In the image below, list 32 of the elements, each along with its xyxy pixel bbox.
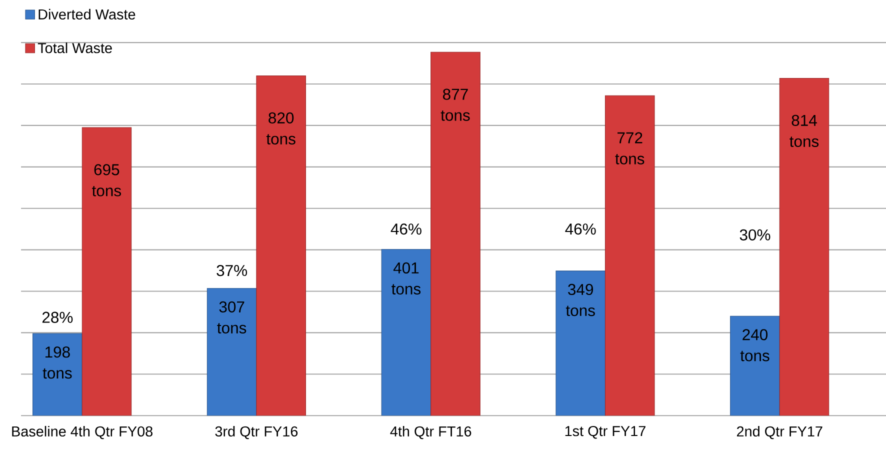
data-label: 695 tons [92, 164, 122, 196]
legend-label: Diverted Waste [38, 8, 136, 20]
bar [32, 333, 82, 416]
bar [256, 75, 306, 416]
data-label: 198 tons [42, 346, 72, 379]
data-label: 772 tons [615, 132, 644, 164]
annotation: 30% [740, 229, 770, 240]
data-label: 820 tons [266, 112, 296, 144]
data-label: 307 tons [217, 301, 246, 334]
x-tick-label: 1st Qtr FY17 [565, 426, 646, 439]
bar [430, 52, 480, 416]
bar [604, 95, 655, 416]
data-label: 877 tons [440, 88, 470, 121]
x-tick-label: 4th Qtr FT16 [390, 426, 472, 440]
data-label: 349 tons [566, 284, 595, 316]
x-tick-label: 3rd Qtr FY16 [215, 426, 298, 440]
data-label: 814 tons [790, 114, 819, 147]
bar [556, 270, 606, 416]
legend-label: Total Waste [38, 42, 112, 54]
data-label: 401 tons [392, 262, 421, 295]
annotation: 46% [565, 224, 596, 235]
data-label: 240 tons [740, 329, 770, 362]
bar [779, 78, 830, 416]
x-tick-label: Baseline 4th Qtr FY08 [12, 426, 152, 440]
bar [206, 288, 257, 416]
annotation: 28% [42, 312, 73, 323]
annotation: 37% [216, 264, 248, 276]
bar [381, 249, 432, 416]
x-tick-label: 2nd Qtr FY17 [736, 426, 822, 440]
bar [82, 127, 132, 416]
annotation: 46% [390, 224, 422, 235]
bar [730, 316, 780, 416]
